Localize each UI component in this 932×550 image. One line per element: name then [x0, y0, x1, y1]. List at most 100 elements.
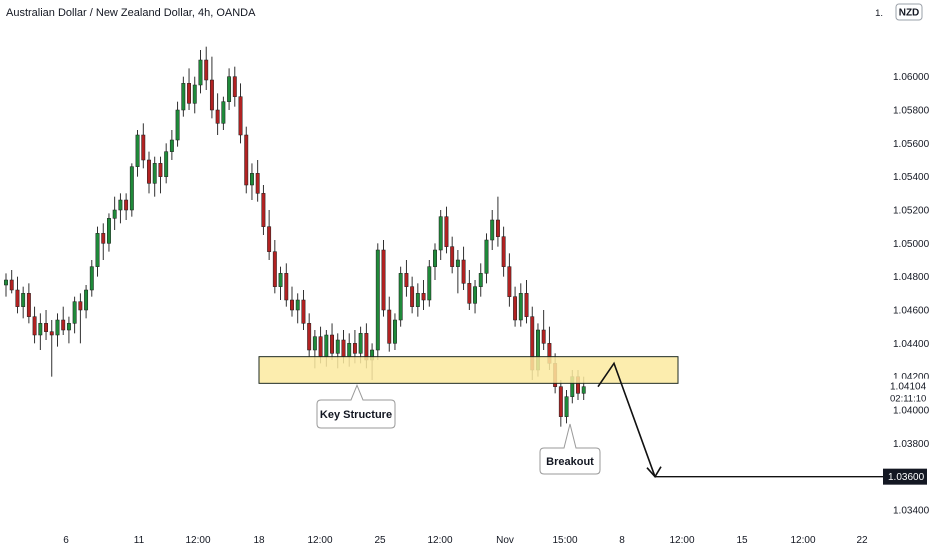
candle — [290, 286, 294, 317]
candle — [393, 313, 397, 350]
candle-body — [101, 233, 106, 244]
candle-body — [272, 251, 277, 287]
candle — [272, 240, 277, 294]
candle — [467, 270, 472, 310]
candle-body — [415, 293, 420, 307]
target-price-label: 1.03600 — [888, 472, 925, 483]
y-axis[interactable]: 1.06000 1.05800 1.05600 1.05400 1.05200 1.050… — [883, 72, 930, 517]
candle-body — [581, 386, 586, 394]
candle — [209, 56, 214, 119]
candle — [124, 193, 129, 220]
candle-body — [513, 296, 518, 321]
candle-body — [49, 331, 54, 336]
candle — [415, 283, 420, 317]
candle-body — [187, 83, 191, 104]
breakout-callout-box — [539, 423, 601, 475]
candle — [421, 280, 426, 310]
candle — [444, 206, 449, 254]
candle — [169, 130, 174, 160]
candle-body — [358, 333, 363, 354]
candle — [295, 293, 300, 324]
candle — [450, 236, 455, 274]
candle — [404, 260, 409, 297]
candle-body — [381, 249, 386, 311]
key-structure-zone — [258, 356, 679, 384]
x-tick-label: 22 — [856, 535, 868, 546]
candle — [9, 270, 14, 294]
candle — [490, 210, 495, 250]
candle-body — [181, 83, 186, 111]
candle-body — [84, 289, 89, 311]
projection-path — [597, 361, 656, 477]
candle — [250, 163, 254, 200]
candle-body — [387, 309, 392, 344]
candle-body — [15, 289, 20, 307]
candle-body — [141, 134, 146, 161]
candle — [181, 76, 186, 117]
candle — [129, 163, 134, 217]
y-tick-label: 1.05000 — [893, 239, 930, 250]
y-tick-label: 1.05600 — [893, 139, 930, 150]
x-tick-label: 18 — [253, 535, 265, 546]
candle — [541, 310, 546, 350]
candle-body — [66, 323, 71, 331]
candle — [278, 266, 283, 300]
candle — [495, 196, 500, 247]
candle-body — [490, 219, 495, 241]
candle — [433, 243, 437, 280]
candle — [118, 193, 123, 224]
candle — [473, 280, 477, 314]
candle-body — [335, 339, 340, 354]
candle — [330, 323, 334, 360]
x-tick-label: 11 — [134, 535, 145, 546]
key-structure-callout-label: Key Structure — [320, 409, 392, 421]
countdown-label: 02:11:10 — [890, 394, 926, 405]
candle — [461, 246, 466, 290]
x-axis[interactable]: 6 11 12:00 18 12:00 25 12:00 Nov 15:00 8 12:00 15 12… — [63, 535, 868, 546]
candle-body — [307, 323, 312, 351]
candle-body — [112, 209, 117, 219]
candle-body — [330, 334, 334, 354]
x-tick-label: 15 — [736, 535, 748, 546]
key-structure-callout-box — [316, 384, 396, 429]
candle — [215, 93, 220, 135]
currency-badge[interactable]: NZD — [895, 3, 923, 21]
candle-body — [4, 279, 8, 286]
candle — [175, 101, 180, 147]
candle — [478, 263, 483, 297]
candle — [61, 306, 66, 335]
candles-group — [4, 46, 586, 427]
candle-body — [427, 266, 432, 301]
current-price-label: 1.04104 — [890, 382, 927, 393]
y-tick-label-partial: 1.04000 — [893, 406, 930, 417]
x-tick-label: 15:00 — [552, 535, 577, 546]
candle-body — [393, 319, 397, 344]
candle-body — [507, 266, 512, 297]
candle-body — [278, 273, 283, 287]
candle — [147, 151, 151, 194]
candle — [101, 223, 106, 260]
candle — [198, 50, 203, 94]
candle-body — [450, 246, 455, 267]
candle — [55, 313, 60, 347]
y-tick-label: 1.03400 — [893, 506, 930, 517]
x-tick-label: Nov — [496, 535, 514, 546]
projection-group — [597, 361, 883, 479]
x-tick-label: 12:00 — [790, 535, 815, 546]
candle-body — [198, 59, 203, 86]
y-tick-label: 1.04200 — [893, 372, 930, 383]
candle-body — [433, 249, 437, 267]
candle-body — [564, 396, 569, 417]
y-tick-label: 1.04800 — [893, 272, 930, 283]
candle — [187, 68, 191, 110]
candle-body — [238, 96, 243, 136]
y-tick-label: 1.04400 — [893, 339, 930, 350]
candle — [112, 196, 117, 230]
candle — [135, 130, 140, 177]
candle-body — [267, 226, 272, 252]
candle — [95, 226, 100, 277]
candle-body — [398, 273, 403, 321]
candle-body — [244, 134, 249, 186]
chart-title: Australian Dollar / New Zealand Dollar, … — [6, 7, 256, 19]
